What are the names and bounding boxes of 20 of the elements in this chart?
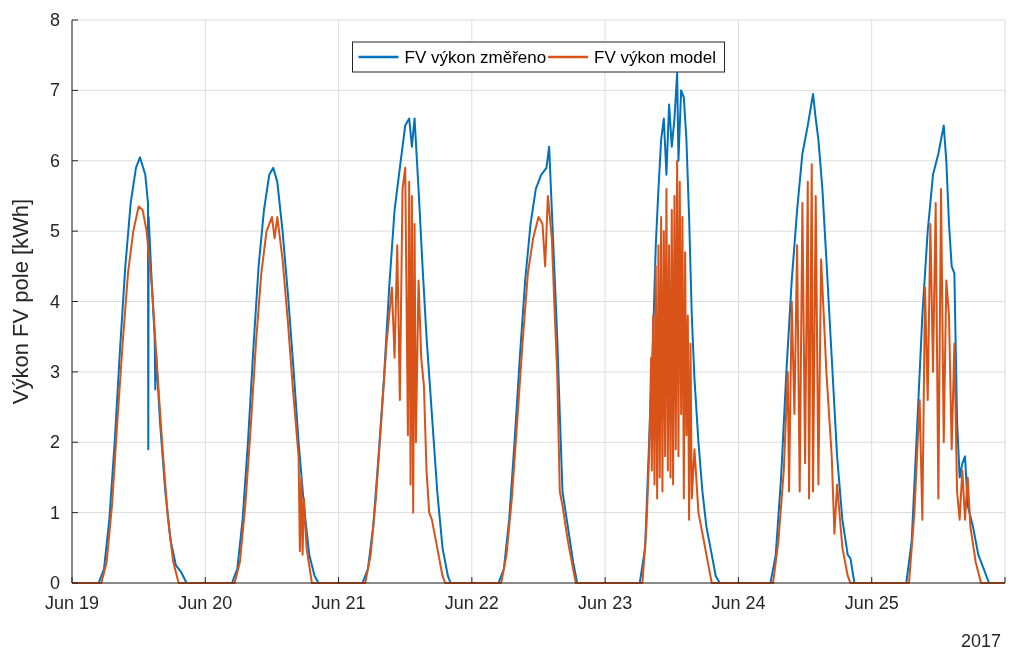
x-tick-label: Jun 19	[44, 593, 100, 613]
y-tick-label: 1	[49, 502, 60, 523]
y-tick-label: 7	[49, 80, 60, 101]
legend-label: FV výkon změřeno	[404, 48, 547, 67]
y-tick-label: 8	[49, 10, 60, 30]
x-tick-label: Jun 25	[844, 593, 899, 613]
text: 2017	[960, 631, 1001, 651]
y-tick-label: 6	[49, 150, 60, 171]
x-tick-label: Jun 20	[178, 593, 233, 613]
x-tick-label: Jun 24	[711, 593, 766, 613]
legend-label: FV výkon model	[594, 48, 716, 67]
y-tick-label: 2	[49, 432, 60, 453]
x-tick-label: Jun 21	[311, 593, 366, 613]
y-tick-label: 0	[49, 573, 60, 593]
y-axis-title: Výkon FV pole [kWh]	[8, 198, 33, 405]
y-tick-label: 4	[49, 291, 60, 312]
x-tick-label: Jun 23	[578, 593, 633, 613]
x-tick-label: Jun 22	[444, 593, 499, 613]
y-tick-label: 3	[49, 361, 60, 382]
y-tick-label: 5	[49, 221, 60, 242]
